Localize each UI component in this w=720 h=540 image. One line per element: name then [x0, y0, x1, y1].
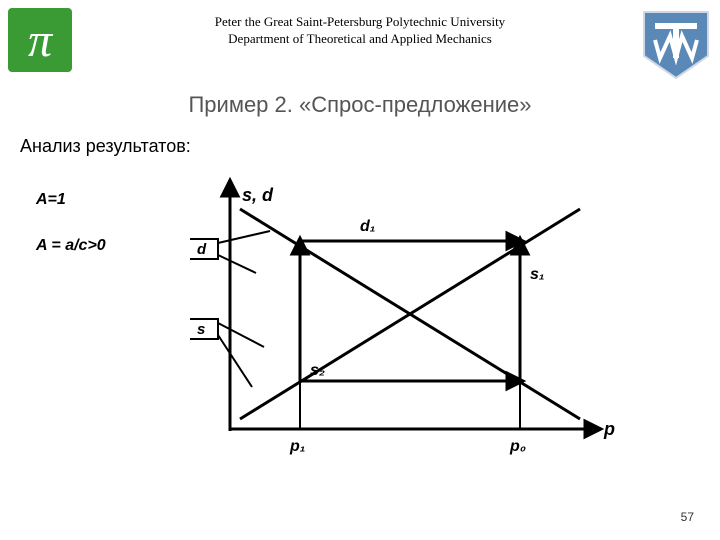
pi-glyph: π	[28, 13, 52, 68]
s1-label: s₁	[530, 266, 545, 283]
p0-label: p₀	[509, 438, 526, 455]
page-number: 57	[681, 510, 694, 524]
param-a-eq-1: A=1	[36, 191, 106, 209]
slide-title: Пример 2. «Спрос-предложение»	[0, 92, 720, 118]
x-axis-label: p	[603, 419, 615, 439]
d1-label: d₁	[360, 218, 375, 235]
dept-logo-icon	[640, 8, 712, 80]
param-a-ratio: A = a/c>0	[36, 237, 106, 255]
s-label: s	[197, 321, 205, 338]
y-axis-label: s, d	[242, 185, 274, 205]
supply-demand-diagram: s, d p d s d₁ s₁ s₂ p₁ p₀	[180, 169, 620, 469]
s2-label: s₂	[310, 362, 325, 379]
d-label: d	[197, 241, 207, 258]
p1-label: p₁	[289, 438, 305, 455]
institution-line1: Peter the Great Saint-Petersburg Polytec…	[90, 14, 630, 31]
parameters-block: A=1 A = a/c>0	[36, 191, 106, 283]
analysis-heading: Анализ результатов:	[20, 136, 720, 157]
pi-logo-icon: π	[8, 8, 72, 72]
institution-line2: Department of Theoretical and Applied Me…	[90, 31, 630, 48]
